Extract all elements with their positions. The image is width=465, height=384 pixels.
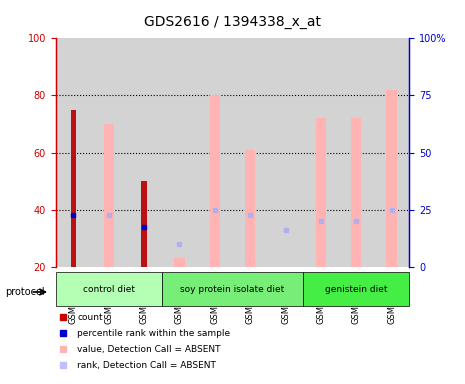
Bar: [126, 38, 162, 266]
Bar: [232, 38, 268, 266]
Bar: [210, 96, 220, 266]
Bar: [162, 38, 197, 266]
Text: soy protein isolate diet: soy protein isolate diet: [180, 285, 285, 294]
Text: rank, Detection Call = ABSENT: rank, Detection Call = ABSENT: [77, 361, 216, 370]
Bar: [56, 38, 91, 266]
Bar: [174, 258, 185, 266]
Bar: [104, 124, 114, 266]
Bar: [141, 181, 147, 266]
Bar: [374, 38, 409, 266]
Bar: [386, 90, 397, 266]
Text: protocol: protocol: [5, 287, 44, 297]
Bar: [339, 38, 374, 266]
Bar: [56, 272, 162, 306]
Text: count: count: [77, 313, 103, 322]
Bar: [316, 118, 326, 266]
Bar: [303, 272, 409, 306]
Text: percentile rank within the sample: percentile rank within the sample: [77, 329, 230, 338]
Text: control diet: control diet: [83, 285, 135, 294]
Text: GDS2616 / 1394338_x_at: GDS2616 / 1394338_x_at: [144, 15, 321, 29]
Bar: [71, 110, 76, 266]
Bar: [268, 38, 303, 266]
Bar: [303, 38, 339, 266]
Bar: [91, 38, 126, 266]
Bar: [197, 38, 232, 266]
Bar: [351, 118, 361, 266]
Text: value, Detection Call = ABSENT: value, Detection Call = ABSENT: [77, 345, 220, 354]
Bar: [162, 272, 303, 306]
Text: genistein diet: genistein diet: [325, 285, 387, 294]
Bar: [245, 150, 255, 266]
